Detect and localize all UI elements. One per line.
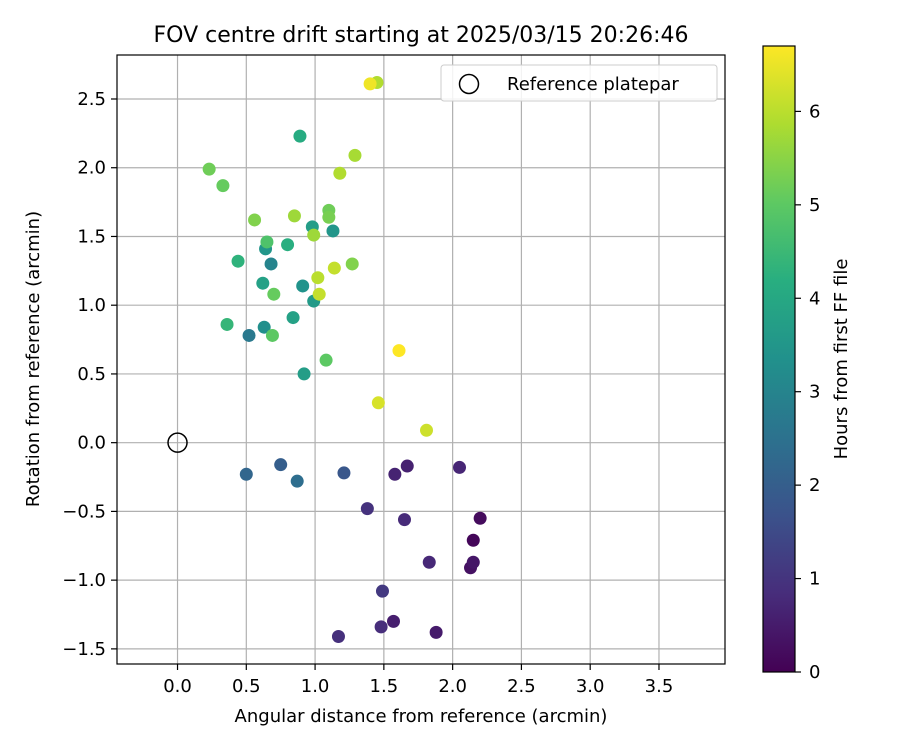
data-point [453,460,467,474]
data-point [231,254,245,268]
plot-frame [116,54,726,665]
data-point [473,511,487,525]
data-point [286,311,300,325]
data-point [386,614,400,628]
x-tick-label: 1.5 [370,676,399,697]
colorbar-tick-label: 6 [809,101,820,122]
y-tick-label: 1.0 [77,295,106,316]
data-point [422,555,436,569]
data-point [312,287,326,301]
data-point [287,209,301,223]
data-point [257,320,271,334]
y-tick-label: −1.0 [62,570,106,591]
data-point [397,513,411,527]
data-point [371,396,385,410]
colorbar: 0 1 2 3 4 5 6 Hours from first FF file [762,45,852,683]
data-point [264,257,278,271]
reference-marker [167,432,188,453]
data-point [260,235,274,249]
data-point [216,179,230,193]
data-point [374,620,388,634]
data-point [363,77,377,91]
y-axis-label: Rotation from reference (arcmin) [23,211,44,507]
colorbar-tick-label: 4 [809,288,820,309]
data-point [281,238,295,252]
data-point [400,459,414,473]
legend-reference-marker [458,73,480,95]
data-point [202,162,216,176]
legend-reference-label: Reference platepar [507,74,679,95]
data-point [256,276,270,290]
data-point [319,353,333,367]
scatter-points [202,75,487,644]
data-point [360,502,374,516]
data-point [345,257,359,271]
y-tick-label: 2.5 [77,89,106,110]
data-point [333,166,347,180]
colorbar-tick-label: 1 [809,569,820,590]
data-point [311,271,325,285]
x-axis-label: Angular distance from reference (arcmin) [235,706,608,727]
data-point [466,533,480,547]
y-tick-label: 0.0 [77,433,106,454]
x-tick-label: 3.5 [645,676,674,697]
data-point [466,555,480,569]
data-point [392,344,406,358]
data-point [375,584,389,598]
data-point [265,328,279,342]
data-point [337,466,351,480]
x-tick-label: 3.0 [576,676,605,697]
x-axis-ticks: 0.0 0.5 1.0 1.5 2.0 2.5 3.0 3.5 [163,664,673,697]
x-tick-label: 2.0 [438,676,467,697]
data-point [248,213,262,227]
y-tick-label: −0.5 [62,501,106,522]
data-point [348,148,362,162]
y-tick-label: 2.0 [77,158,106,179]
data-point [331,630,345,644]
colorbar-ticks: 0 1 2 3 4 5 6 [795,101,820,683]
colorbar-tick-label: 3 [809,382,820,403]
data-point [290,474,304,488]
data-point [242,328,256,342]
data-point [420,423,434,437]
x-tick-label: 0.5 [232,676,261,697]
colorbar-label: Hours from first FF file [831,259,852,460]
plot-grid [117,55,725,664]
legend-box [440,64,718,102]
data-point [274,458,288,472]
colorbar-tick-label: 5 [809,195,820,216]
data-point [322,210,336,224]
data-point [307,228,321,242]
chart-title: FOV centre drift starting at 2025/03/15 … [154,23,689,48]
data-point [327,261,341,275]
y-axis-ticks: −1.5 −1.0 −0.5 0.0 0.5 1.0 1.5 2.0 2.5 [62,89,117,660]
data-point [326,224,340,238]
y-tick-label: 0.5 [77,364,106,385]
data-point [429,625,443,639]
y-tick-label: −1.5 [62,639,106,660]
colorbar-tick-label: 2 [809,475,820,496]
y-tick-label: 1.5 [77,226,106,247]
data-point [297,367,311,381]
x-tick-label: 1.0 [301,676,330,697]
data-point [220,317,234,331]
colorbar-tick-label: 0 [809,662,820,683]
data-point [388,467,402,481]
x-tick-label: 0.0 [163,676,192,697]
data-point [267,287,281,301]
data-point [239,467,253,481]
data-point [296,279,310,293]
colorbar-gradient [762,45,796,673]
x-tick-label: 2.5 [507,676,536,697]
legend: Reference platepar [440,64,718,102]
data-point [293,129,307,143]
